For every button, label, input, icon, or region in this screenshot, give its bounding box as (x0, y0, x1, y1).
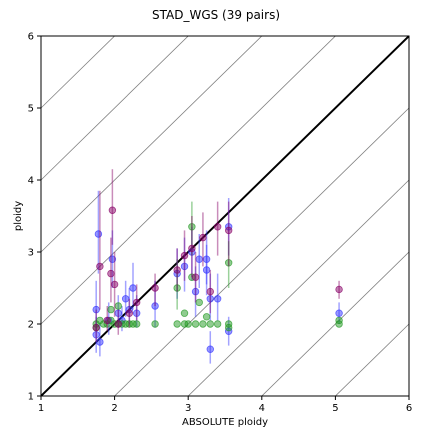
data-point (180, 309, 189, 317)
data-point (180, 251, 189, 260)
data-point (92, 305, 100, 314)
y-axis-ticks: 1 2 3 4 5 6 (28, 32, 41, 403)
data-point (107, 269, 115, 278)
data-point (224, 323, 233, 332)
data-point (224, 259, 233, 267)
y-axis-label: ploidy (13, 201, 24, 231)
data-point (151, 302, 159, 310)
data-point (335, 309, 343, 317)
data-point (335, 285, 343, 294)
data-point (129, 284, 137, 292)
data-point (180, 262, 189, 271)
data-point (108, 255, 117, 263)
data-point (195, 298, 203, 307)
x-tick-label: 4 (259, 403, 265, 414)
data-point (213, 223, 222, 231)
x-tick-label: 1 (38, 403, 44, 414)
plot-frame (40, 35, 410, 397)
x-axis-ticks: 1 2 3 4 5 6 (38, 396, 412, 414)
data-point (114, 320, 122, 328)
y-tick-label: 6 (28, 32, 34, 43)
x-tick-label: 5 (332, 403, 338, 414)
data-point (151, 284, 159, 292)
x-tick-label: 3 (185, 403, 191, 414)
chart-title: STAD_WGS (39 pairs) (152, 8, 280, 22)
data-point (114, 302, 122, 310)
data-point (96, 262, 104, 271)
series-purple (92, 169, 343, 342)
data-point (121, 295, 130, 303)
data-point (132, 309, 141, 317)
diagonal-reference-lines (41, 36, 409, 396)
y-tick-label: 2 (28, 320, 34, 331)
data-point (184, 320, 192, 328)
diagonal-line (41, 36, 263, 253)
diagonal-line (187, 179, 409, 396)
data-point (173, 320, 181, 328)
data-point (132, 298, 141, 307)
data-point (191, 320, 200, 328)
data-point (335, 316, 343, 325)
data-point (114, 309, 122, 317)
diagonal-line (41, 36, 189, 181)
data-point (132, 320, 141, 328)
data-point (173, 284, 181, 292)
data-point (125, 309, 134, 317)
data-point (108, 206, 117, 214)
data-point (206, 345, 214, 353)
y-tick-label: 5 (28, 104, 34, 115)
data-point (206, 320, 214, 328)
data-point (92, 331, 100, 339)
data-point (110, 280, 119, 289)
data-point (92, 323, 100, 332)
x-tick-label: 6 (406, 403, 412, 414)
diagonal-line (261, 251, 409, 396)
data-point (206, 295, 214, 303)
data-point (213, 320, 222, 328)
data-point (96, 338, 104, 346)
data-point (151, 320, 159, 328)
data-point (195, 255, 203, 263)
data-points (92, 169, 343, 364)
diagonal-line (41, 36, 116, 109)
y-tick-label: 3 (28, 248, 34, 259)
data-point (206, 287, 214, 296)
data-point (199, 233, 207, 242)
data-point (202, 313, 211, 321)
data-point (202, 255, 211, 263)
data-point (188, 244, 196, 253)
data-point (107, 305, 115, 314)
data-point (173, 266, 181, 274)
y-tick-label: 4 (28, 176, 34, 187)
data-point (213, 295, 222, 303)
identity-line (41, 36, 409, 396)
y-tick-label: 1 (28, 392, 34, 403)
data-point (202, 266, 211, 274)
data-point (199, 320, 207, 328)
data-point (191, 273, 200, 281)
x-axis-label: ABSOLUTE ploidy (182, 417, 268, 428)
data-point (103, 316, 111, 325)
data-point (224, 226, 233, 235)
data-point (94, 230, 103, 238)
diagonal-line (334, 323, 409, 396)
data-point (188, 223, 196, 231)
x-tick-label: 2 (111, 403, 117, 414)
diagonal-line (114, 107, 409, 396)
data-point (191, 287, 200, 296)
